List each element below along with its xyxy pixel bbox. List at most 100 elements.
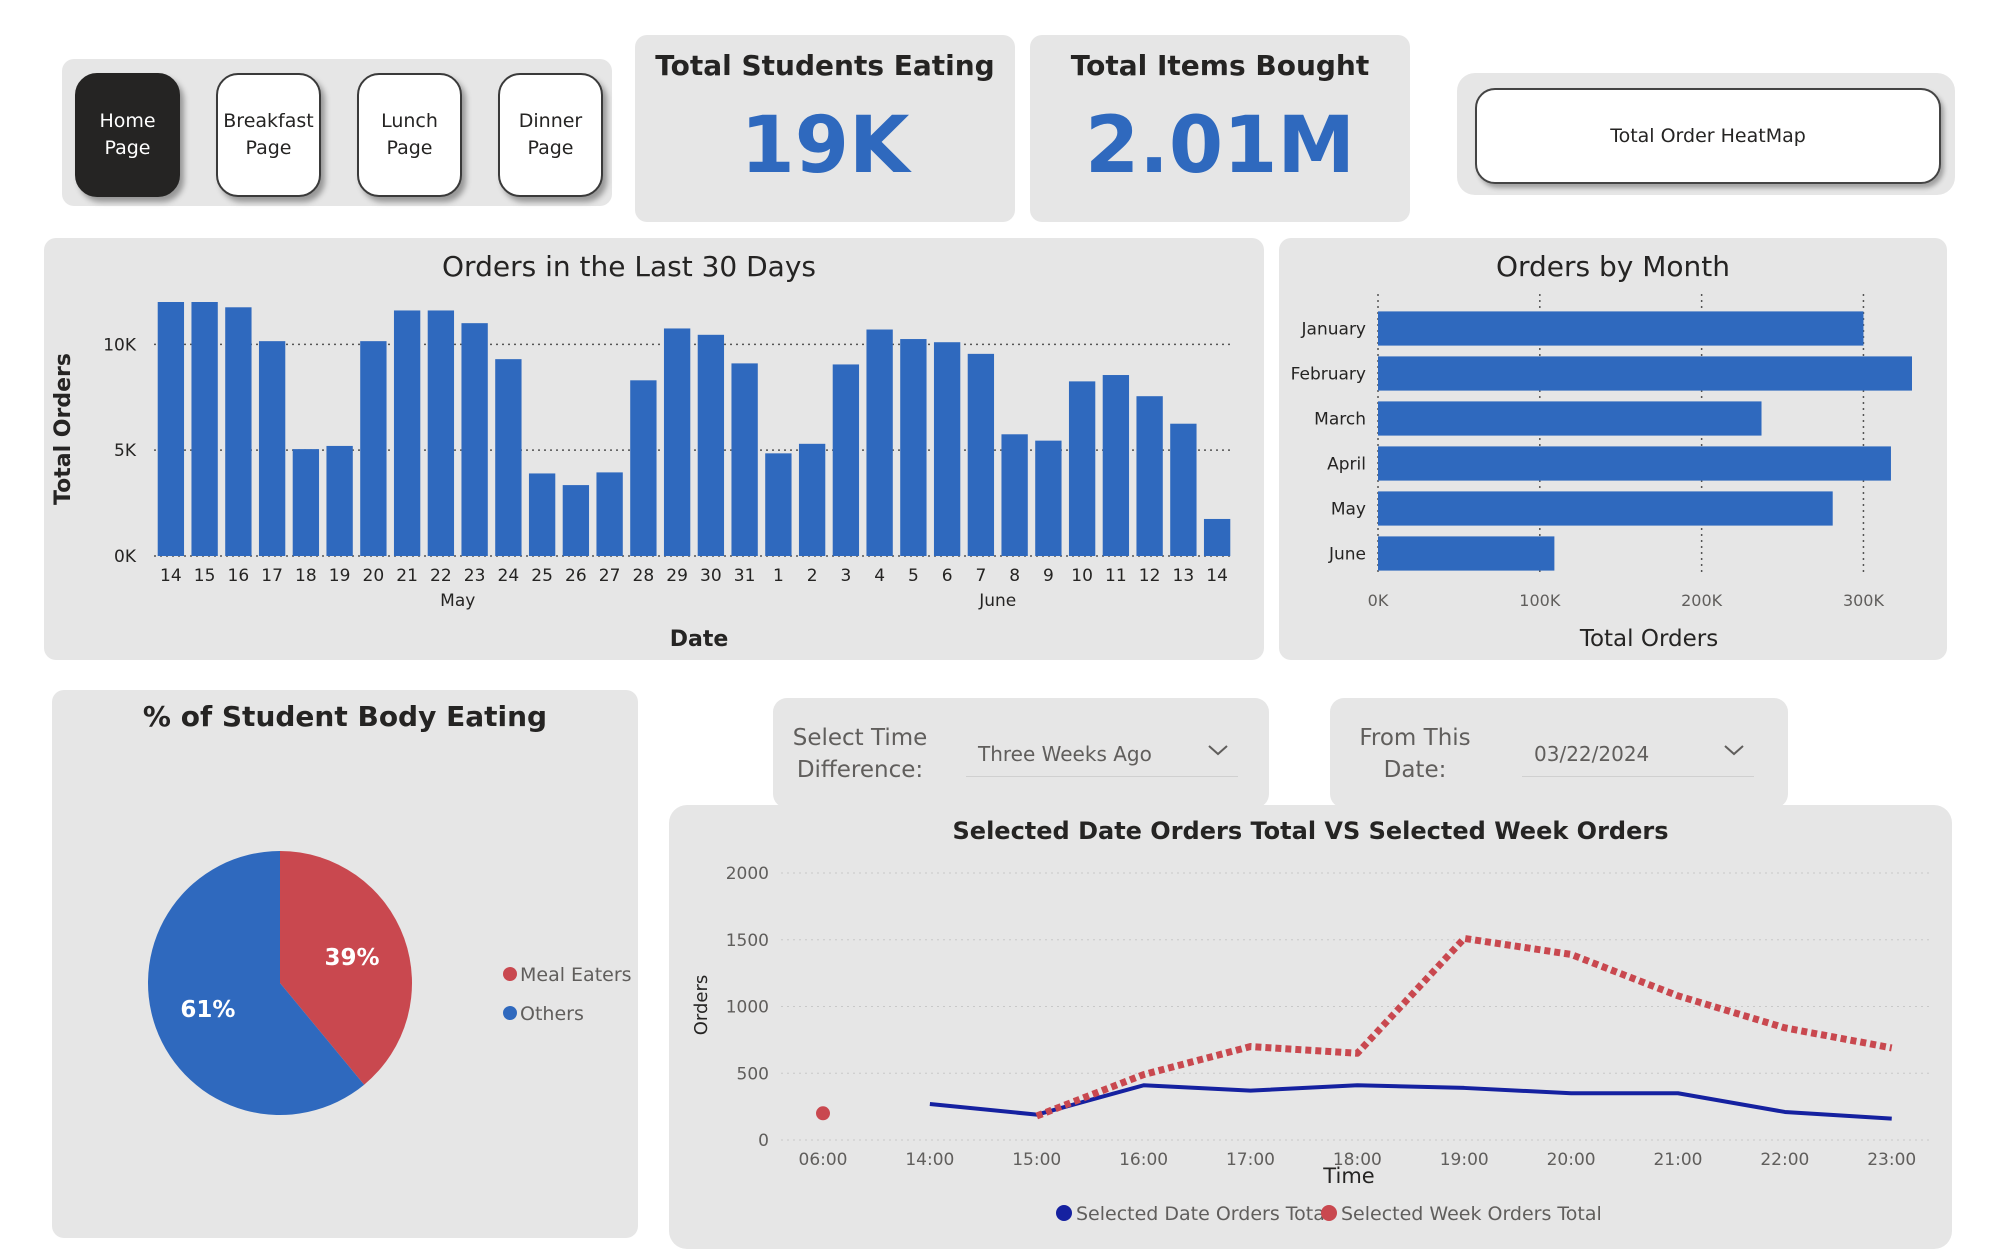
bar [1035,440,1062,556]
bar [1136,396,1163,556]
kpi-card-items: Total Items Bought 2.01M [1030,35,1410,222]
y-tick-label: January [1301,320,1366,340]
dropdown-value: Three Weeks Ago [978,742,1152,766]
bar [528,473,556,556]
x-tick-label: 27 [599,566,621,586]
legend-marker [503,967,517,981]
pie-slice [148,851,365,1115]
time-difference-label: Select Time Difference: [792,725,928,783]
legend-label: Others [520,1003,584,1025]
line-chart: 0 500 1000 1500 2000 06:00 14:00 15:00 16:00 17:0… [691,864,1929,1225]
x-tick-label: 14 [160,566,182,586]
bar [1378,401,1762,436]
x-tick-label: 23 [464,566,486,586]
x-tick-label: 15:00 [1012,1150,1061,1170]
y-tick-label: 2000 [726,864,769,884]
x-tick-label: 26 [565,566,587,586]
kpi-card-students: Total Students Eating 19K [635,35,1015,222]
x-tick-label: 300K [1843,591,1885,610]
dinner-page-button[interactable]: Dinner Page [498,73,603,197]
total-order-heatmap-button[interactable]: Total Order HeatMap [1475,88,1941,184]
x-tick-label: 14 [1206,566,1228,586]
legend-label: Selected Week Orders Total [1341,1203,1602,1225]
x-tick-label: 16 [228,566,250,586]
x-tick-label: 20:00 [1547,1150,1596,1170]
bar [967,353,995,556]
x-tick-label: 19 [329,566,351,586]
x-tick-label: 100K [1519,591,1561,610]
bymonth-bar-chart: 0K 100K 200K 300K January February March April M… [1291,294,1912,652]
x-tick-label: 15 [194,566,216,586]
bar [360,341,387,556]
x-tick-label: 12 [1139,566,1161,586]
x-axis-title: Time [1322,1164,1374,1188]
x-tick-label: 20 [363,566,385,586]
bar [866,329,893,556]
kpi-title: Total Items Bought [1070,49,1370,82]
data-point [816,1106,830,1121]
line-chart-panel: Selected Date Orders Total VS Selected W… [669,805,1952,1249]
legend-label: Meal Eaters [520,964,632,986]
x-tick-label: 22 [430,566,452,586]
x-tick-label: 06:00 [799,1150,848,1170]
series-line [929,1083,1892,1121]
bar [697,334,725,556]
bar [1378,536,1555,571]
pie-chart-panel: % of Student Body Eating 39% 61% Meal Eate… [52,690,638,1238]
lunch-page-button[interactable]: Lunch Page [357,73,462,197]
bar [663,328,691,556]
y-tick-label: 10K [103,335,137,355]
x-tick-label: 2 [807,566,818,586]
x-tick-label: 19:00 [1440,1150,1489,1170]
bar [157,302,185,556]
legend-label: Selected Date Orders Total [1076,1203,1330,1225]
last30-chart-panel: Orders in the Last 30 Days 0K 5K 10K 14 15 16… [44,238,1264,660]
x-tick-label: 7 [975,566,986,586]
x-tick-label: 10 [1071,566,1093,586]
time-difference-dropdown[interactable]: Three Weeks Ago [966,728,1238,777]
y-tick-label: June [1328,545,1366,565]
bar [798,443,826,556]
from-date-dropdown[interactable]: 03/22/2024 [1522,728,1754,777]
bar [596,472,623,556]
x-axis-title: Date [670,627,729,652]
bar [1001,434,1028,556]
x-tick-label: 22:00 [1760,1150,1809,1170]
bar [900,339,927,556]
bar [562,485,590,556]
x-tick-label: 21 [396,566,418,586]
x-tick-label: 16:00 [1119,1150,1168,1170]
x-tick-label: 18 [295,566,317,586]
bar [461,323,488,556]
x-tick-label: 0K [1368,591,1389,610]
kpi-title: Total Students Eating [655,49,995,82]
x-tick-label: 28 [633,566,655,586]
x-tick-label: 31 [734,566,756,586]
home-page-button[interactable]: Home Page [75,73,180,197]
chart-title: Orders by Month [1495,250,1731,283]
y-tick-label: March [1314,410,1366,430]
bar [1068,381,1096,556]
y-tick-label: 0 [758,1131,769,1151]
x-tick-label: 9 [1043,566,1054,586]
y-tick-label: 1500 [726,931,769,951]
chart-title: Orders in the Last 30 Days [442,250,816,283]
x-tick-label: 29 [666,566,688,586]
y-axis-title: Total Orders [51,353,76,505]
chevron-down-icon [1208,745,1228,756]
legend-marker [1321,1205,1337,1221]
y-tick-label: 5K [114,441,137,461]
bar [731,363,758,556]
x-tick-label: 6 [942,566,953,586]
y-axis-title: Orders [691,975,712,1036]
from-date-label: From This Date: [1359,725,1471,783]
legend-marker [1056,1205,1072,1221]
breakfast-page-button[interactable]: Breakfast Page [216,73,321,197]
pie-chart: 39% 61% Meal Eaters Others [148,851,632,1115]
x-tick-label: 25 [531,566,553,586]
bar [191,302,218,556]
bar [1170,423,1197,556]
bar [1102,375,1130,556]
bar [292,449,320,556]
